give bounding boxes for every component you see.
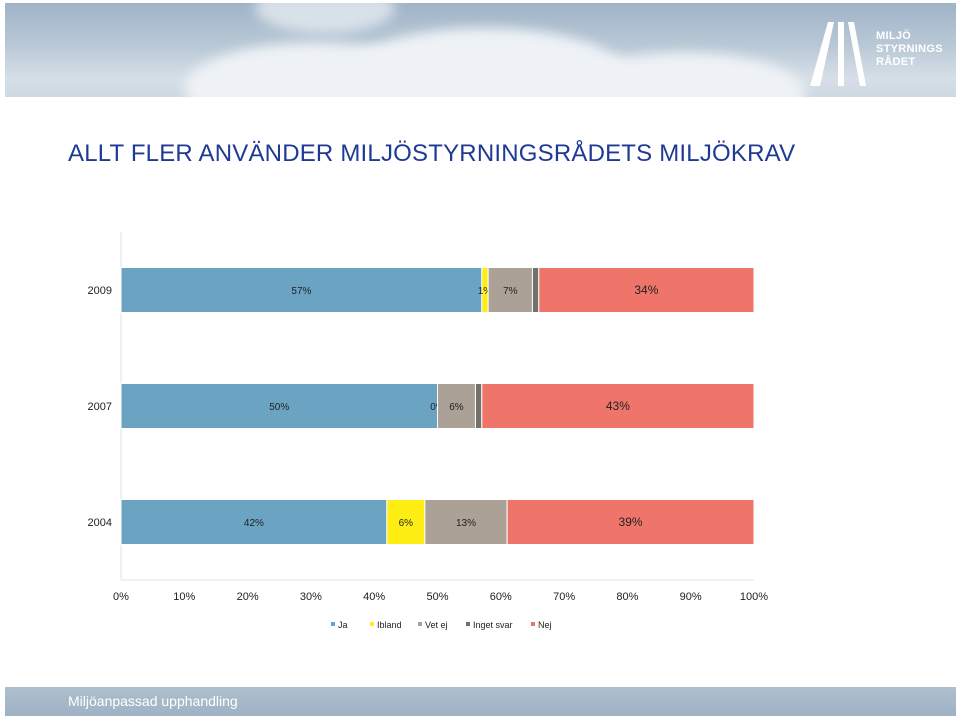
x-tick-label: 50% bbox=[426, 591, 448, 603]
bar-segment-ja bbox=[120, 499, 388, 545]
logo: MILJÖ STYRNINGS RÅDET bbox=[808, 18, 943, 88]
category-label: 2009 bbox=[88, 285, 112, 297]
data-label: 6% bbox=[449, 402, 464, 413]
bar-segment-inget-svar bbox=[531, 267, 540, 313]
footer-bar: Miljöanpassad upphandling bbox=[5, 687, 956, 716]
x-tick-label: 100% bbox=[740, 591, 768, 603]
bar-segment-nej bbox=[506, 499, 755, 545]
legend-label: Nej bbox=[538, 620, 552, 630]
category-label: 2004 bbox=[88, 517, 112, 529]
category-label: 2007 bbox=[88, 401, 112, 413]
legend-label: Ja bbox=[338, 620, 348, 630]
logo-line: MILJÖ bbox=[876, 30, 912, 42]
bar-segment-ja bbox=[120, 267, 483, 313]
data-label: 39% bbox=[619, 515, 643, 529]
bar-segment-vet-ej bbox=[424, 499, 508, 545]
x-tick-label: 20% bbox=[237, 591, 259, 603]
x-tick-label: 60% bbox=[490, 591, 512, 603]
logo-line: STYRNINGS bbox=[876, 43, 943, 55]
header-banner: MILJÖ STYRNINGS RÅDET bbox=[5, 3, 956, 97]
data-label: 1% bbox=[478, 286, 493, 297]
bar-segment-nej bbox=[538, 267, 755, 313]
legend-swatch bbox=[466, 622, 470, 626]
legend-swatch bbox=[418, 622, 422, 626]
x-tick-label: 40% bbox=[363, 591, 385, 603]
x-tick-label: 30% bbox=[300, 591, 322, 603]
legend-label: Vet ej bbox=[425, 620, 448, 630]
logo-mark-icon bbox=[810, 22, 866, 86]
data-label: 7% bbox=[503, 286, 518, 297]
x-tick-label: 70% bbox=[553, 591, 575, 603]
data-label: 43% bbox=[606, 399, 630, 413]
x-tick-label: 0% bbox=[113, 591, 129, 603]
bar-segment-ibland bbox=[386, 499, 426, 545]
bar-segment-inget-svar bbox=[474, 383, 483, 429]
data-label: 6% bbox=[399, 518, 414, 529]
x-tick-label: 90% bbox=[680, 591, 702, 603]
legend-label: Inget svar bbox=[473, 620, 513, 630]
data-label: 50% bbox=[269, 402, 289, 413]
footer-text: Miljöanpassad upphandling bbox=[68, 693, 238, 709]
logo-text: MILJÖ STYRNINGS RÅDET bbox=[876, 30, 943, 69]
legend-swatch bbox=[370, 622, 374, 626]
bar-segment-vet-ej bbox=[487, 267, 533, 313]
data-label: 42% bbox=[244, 518, 264, 529]
legend-swatch bbox=[531, 622, 535, 626]
x-tick-label: 80% bbox=[616, 591, 638, 603]
logo-line: RÅDET bbox=[876, 56, 916, 68]
page-title: ALLT FLER ANVÄNDER MILJÖSTYRNINGSRÅDETS … bbox=[68, 140, 796, 167]
data-label: 57% bbox=[291, 286, 311, 297]
data-label: 13% bbox=[456, 518, 476, 529]
legend-label: Ibland bbox=[377, 620, 402, 630]
data-label: 34% bbox=[634, 283, 658, 297]
legend-swatch bbox=[331, 622, 335, 626]
bar-segment-nej bbox=[481, 383, 755, 429]
x-tick-label: 10% bbox=[173, 591, 195, 603]
